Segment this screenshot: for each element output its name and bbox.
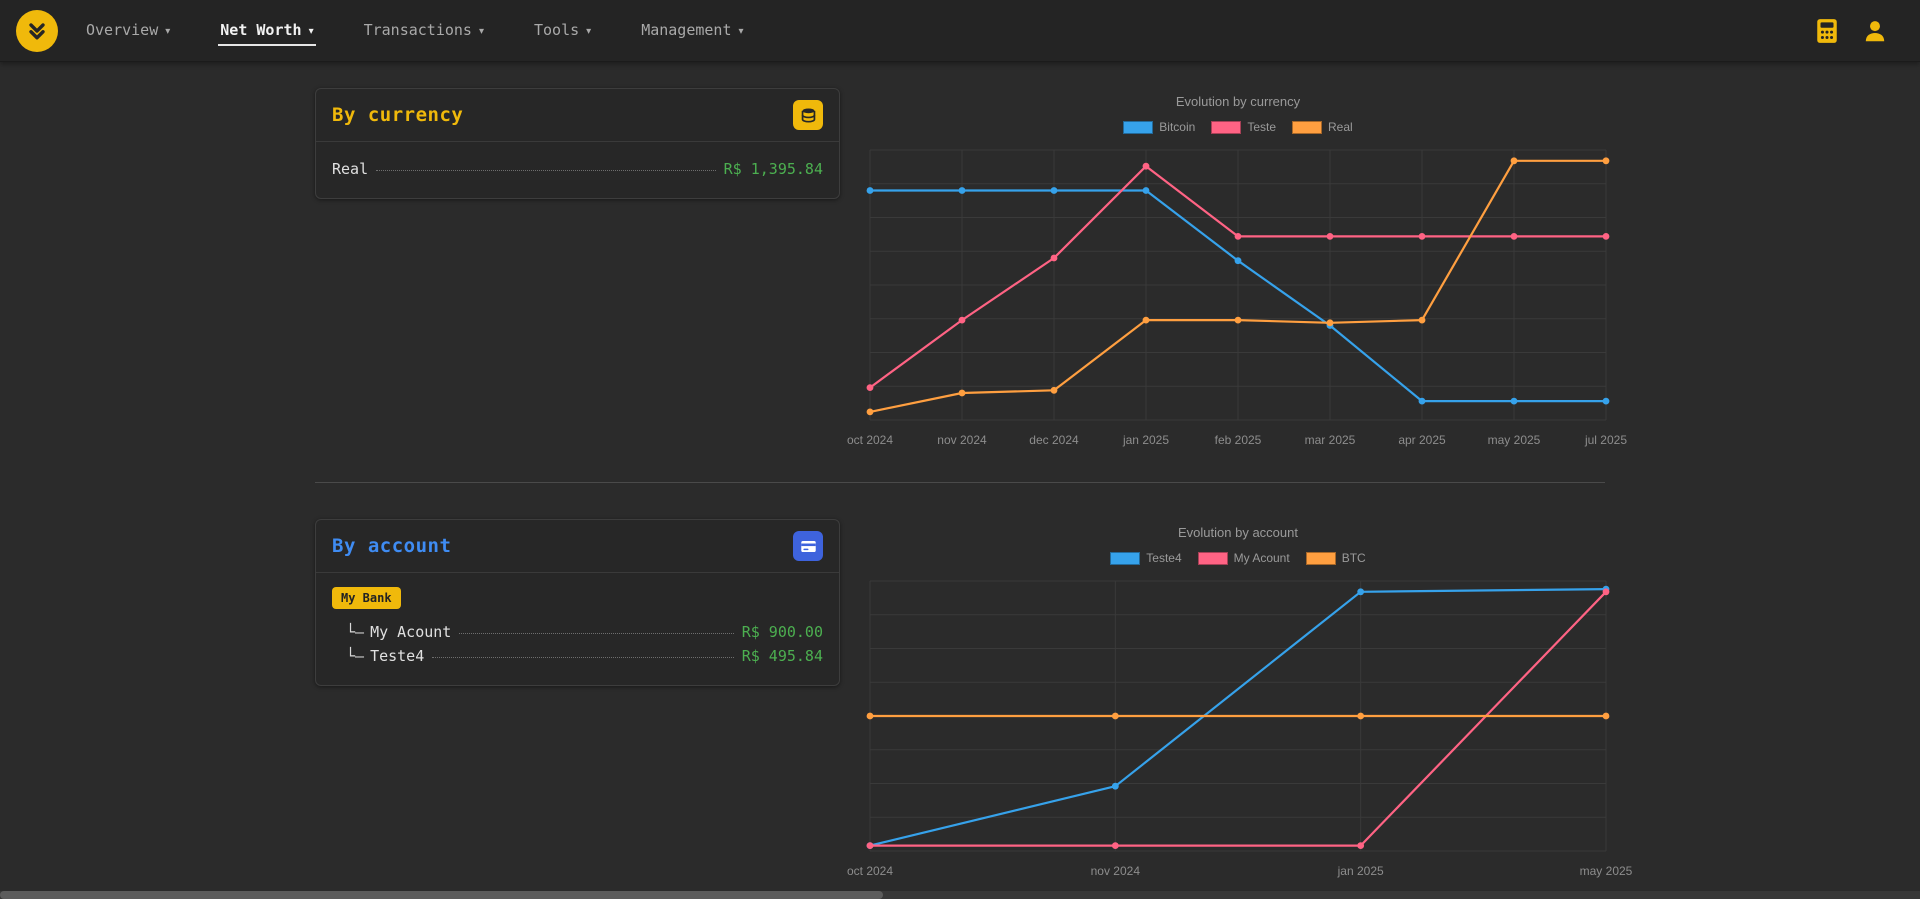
currency-chart[interactable]: oct 2024 nov 2024 dec 2024 jan 2025 feb 2025… <box>847 144 1627 454</box>
legend-item[interactable]: Teste <box>1211 120 1276 134</box>
account-name: Teste4 <box>370 647 425 665</box>
chevron-down-icon: ▾ <box>586 25 592 37</box>
account-section: By account My Bank └– My Acount <box>315 519 1633 885</box>
legend-label: Bitcoin <box>1159 120 1196 134</box>
svg-text:dec 2024: dec 2024 <box>1029 433 1079 447</box>
account-value: R$ 495.84 <box>741 647 823 665</box>
dotted-leader <box>376 170 716 171</box>
account-chart-panel: Evolution by account Teste4 My Acount BTC … <box>847 519 1633 885</box>
navbar: Overview ▾ Net Worth ▾ Transactions ▾ To… <box>0 0 1920 62</box>
nav-item-overview[interactable]: Overview ▾ <box>84 15 172 46</box>
navbar-actions <box>1816 18 1904 44</box>
dotted-leader <box>459 633 734 634</box>
svg-text:feb 2025: feb 2025 <box>1215 433 1262 447</box>
nav-label: Transactions <box>363 21 472 39</box>
nav-item-tools[interactable]: Tools ▾ <box>532 15 593 46</box>
currency-row: Real R$ 1,395.84 <box>332 160 823 178</box>
by-account-card: By account My Bank └– My Acount <box>315 519 840 686</box>
legend-label: BTC <box>1341 551 1366 565</box>
account-chart[interactable]: oct 2024 nov 2024 jan 2025 may 2025 <box>847 575 1633 885</box>
chevron-down-icon: ▾ <box>738 25 744 37</box>
svg-text:jul 2025: jul 2025 <box>1584 433 1627 447</box>
legend-swatch <box>1211 120 1242 134</box>
tree-branch-icon: └– <box>346 623 365 641</box>
user-icon <box>1865 20 1885 41</box>
calculator-button[interactable] <box>1816 18 1838 44</box>
tree-branch-icon: └– <box>346 647 365 665</box>
currency-chart-panel: Evolution by currency Bitcoin Teste Real o… <box>847 88 1627 454</box>
account-row: └– Teste4 R$ 495.84 <box>332 647 823 665</box>
chevron-down-icon: ▾ <box>478 25 484 37</box>
legend-label: My Acount <box>1233 551 1290 565</box>
dotted-leader <box>432 657 734 658</box>
app-logo-icon[interactable] <box>16 9 58 52</box>
nav-label: Management <box>641 21 732 39</box>
legend-label: Teste4 <box>1146 551 1182 565</box>
svg-text:oct 2024: oct 2024 <box>847 864 893 878</box>
legend-item[interactable]: Real <box>1292 120 1353 134</box>
currency-section: By currency Real R$ 1,395.84 <box>315 88 1627 454</box>
chevron-down-icon: ▾ <box>165 25 171 37</box>
nav-item-transactions[interactable]: Transactions ▾ <box>362 15 486 46</box>
svg-text:jan 2025: jan 2025 <box>1337 864 1384 878</box>
by-account-title: By account <box>332 535 452 557</box>
bank-badge: My Bank <box>332 587 401 609</box>
legend-swatch <box>1197 551 1228 565</box>
svg-text:mar 2025: mar 2025 <box>1305 433 1356 447</box>
legend-item[interactable]: BTC <box>1305 551 1366 565</box>
legend-label: Real <box>1328 120 1353 134</box>
account-row: └– My Acount R$ 900.00 <box>332 623 823 641</box>
currency-chart-legend: Bitcoin Teste Real <box>1123 120 1353 134</box>
svg-text:may 2025: may 2025 <box>1580 864 1633 878</box>
svg-text:may 2025: may 2025 <box>1488 433 1541 447</box>
legend-swatch <box>1292 120 1323 134</box>
legend-label: Teste <box>1247 120 1277 134</box>
account-actions-button[interactable] <box>793 531 823 561</box>
calculator-icon <box>1817 18 1837 43</box>
account-name: My Acount <box>370 623 452 641</box>
account-chart-legend: Teste4 My Acount BTC <box>1110 551 1366 565</box>
legend-swatch <box>1305 551 1336 565</box>
nav-label: Overview <box>86 21 159 39</box>
nav-label: Tools <box>534 21 580 39</box>
account-value: R$ 900.00 <box>741 623 823 641</box>
user-profile-button[interactable] <box>1862 18 1888 44</box>
legend-swatch <box>1110 551 1141 565</box>
currency-actions-button[interactable] <box>793 100 823 130</box>
nav-item-net-worth[interactable]: Net Worth ▾ <box>218 15 316 46</box>
legend-item[interactable]: My Acount <box>1197 551 1290 565</box>
by-currency-card: By currency Real R$ 1,395.84 <box>315 88 840 199</box>
legend-item[interactable]: Bitcoin <box>1123 120 1195 134</box>
section-divider <box>315 482 1605 483</box>
nav-item-management[interactable]: Management ▾ <box>639 15 745 46</box>
svg-text:apr 2025: apr 2025 <box>1398 433 1446 447</box>
currency-value: R$ 1,395.84 <box>723 160 823 178</box>
chevron-down-icon: ▾ <box>308 25 314 37</box>
currency-name: Real <box>332 160 369 178</box>
svg-text:nov 2024: nov 2024 <box>937 433 987 447</box>
svg-text:nov 2024: nov 2024 <box>1091 864 1141 878</box>
coins-icon <box>801 107 815 123</box>
nav-label: Net Worth <box>220 21 302 39</box>
main-nav: Overview ▾ Net Worth ▾ Transactions ▾ To… <box>84 15 792 46</box>
scrollbar-thumb[interactable] <box>0 891 884 899</box>
legend-swatch <box>1123 120 1154 134</box>
logo-chevrons-icon <box>29 22 45 39</box>
by-currency-title: By currency <box>332 104 464 126</box>
legend-item[interactable]: Teste4 <box>1110 551 1182 565</box>
horizontal-scrollbar[interactable] <box>0 891 1920 899</box>
svg-text:jan 2025: jan 2025 <box>1122 433 1169 447</box>
main-content: By currency Real R$ 1,395.84 <box>315 62 1633 885</box>
svg-text:oct 2024: oct 2024 <box>847 433 893 447</box>
chart-title: Evolution by account <box>1178 525 1298 540</box>
bank-card-icon <box>800 540 816 552</box>
chart-title: Evolution by currency <box>1175 94 1301 109</box>
